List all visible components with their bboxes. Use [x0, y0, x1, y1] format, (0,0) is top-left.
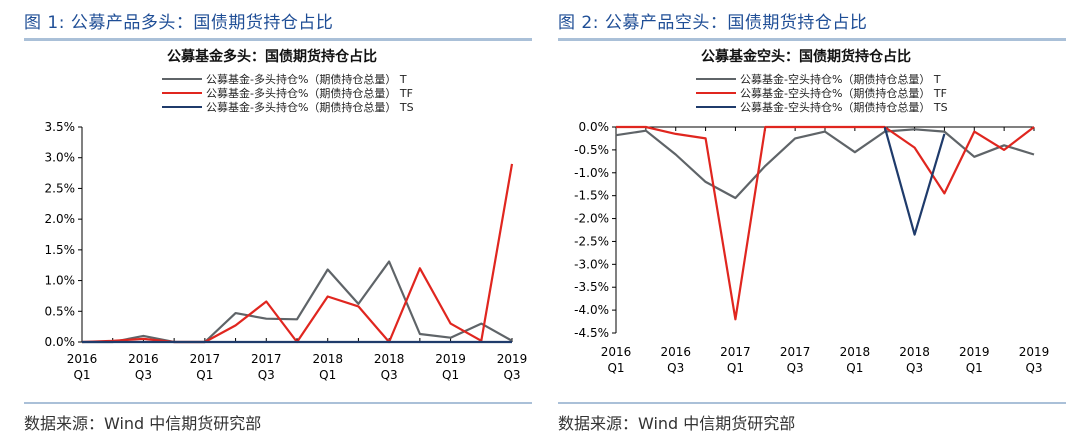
x-tick-label: 2018 — [840, 345, 871, 359]
x-tick-label: 2016 — [67, 352, 98, 366]
y-tick-label: -2.0% — [574, 212, 609, 226]
x-tick-label: Q3 — [667, 361, 684, 375]
x-tick-label: 2019 — [1019, 345, 1050, 359]
y-tick-label: 3.0% — [45, 151, 76, 165]
x-tick-label: Q1 — [727, 361, 744, 375]
figure-1-source-rule — [24, 402, 532, 404]
x-tick-label: 2017 — [720, 345, 751, 359]
x-tick-label: Q3 — [503, 368, 520, 382]
legend-entry: 公募基金-多头持仓%（期债持仓总量） T — [206, 72, 407, 86]
series-line — [616, 125, 1035, 321]
x-tick-label: 2016 — [660, 345, 691, 359]
figure-2-source: 数据来源：Wind 中信期货研究部 — [558, 414, 796, 433]
y-tick-label: -1.5% — [574, 189, 609, 203]
figure-1-source: 数据来源：Wind 中信期货研究部 — [24, 414, 262, 433]
series-line — [82, 260, 513, 344]
y-tick-label: 0.0% — [579, 120, 610, 134]
series-line — [81, 163, 514, 344]
y-tick-label: -1.0% — [574, 166, 609, 180]
y-tick-label: -4.0% — [574, 303, 609, 317]
legend-entry: 公募基金-空头持仓%（期债持仓总量） T — [740, 72, 941, 86]
y-tick-label: -0.5% — [574, 143, 609, 157]
x-tick-label: 2019 — [435, 352, 466, 366]
x-tick-label: 2018 — [312, 352, 343, 366]
x-tick-label: Q1 — [607, 361, 624, 375]
x-tick-label: 2016 — [128, 352, 159, 366]
y-tick-label: 2.5% — [45, 181, 76, 195]
x-tick-label: Q1 — [966, 361, 983, 375]
x-tick-label: 2017 — [780, 345, 811, 359]
x-tick-label: Q3 — [787, 361, 804, 375]
series-line — [615, 128, 1035, 200]
series-line — [883, 126, 946, 236]
x-tick-label: Q1 — [196, 368, 213, 382]
figure-2-label: 图 2: 公募产品空头：国债期货持仓占比 — [558, 13, 868, 33]
figure-2-title-rule — [558, 38, 1066, 41]
y-tick-label: 1.5% — [45, 243, 76, 257]
x-tick-label: Q3 — [381, 368, 398, 382]
x-tick-label: 2019 — [959, 345, 990, 359]
legend-entry: 公募基金-空头持仓%（期债持仓总量） TF — [740, 86, 947, 100]
figure-2-panel: 图 2: 公募产品空头：国债期货持仓占比 公募基金空头：国债期货持仓占比公募基金… — [546, 0, 1066, 445]
chart-title: 公募基金空头：国债期货持仓占比 — [701, 48, 911, 65]
x-tick-label: Q1 — [73, 368, 90, 382]
x-tick-label: Q1 — [319, 368, 336, 382]
x-tick-label: 2018 — [374, 352, 405, 366]
x-tick-label: Q3 — [906, 361, 923, 375]
y-tick-label: -3.5% — [574, 280, 609, 294]
y-tick-label: -3.0% — [574, 257, 609, 271]
y-tick-label: -2.5% — [574, 234, 609, 248]
figure-2-source-rule — [558, 402, 1066, 404]
x-tick-label: Q3 — [258, 368, 275, 382]
chart-title: 公募基金多头：国债期货持仓占比 — [167, 48, 377, 65]
x-tick-label: 2017 — [190, 352, 221, 366]
y-tick-label: 3.5% — [45, 120, 76, 134]
y-tick-label: 2.0% — [45, 212, 76, 226]
x-tick-label: 2016 — [601, 345, 632, 359]
x-tick-label: Q3 — [1025, 361, 1042, 375]
x-tick-label: Q1 — [442, 368, 459, 382]
y-tick-label: 0.0% — [45, 335, 76, 349]
figure-1-title-rule — [24, 38, 532, 41]
x-tick-label: Q1 — [846, 361, 863, 375]
figure-1-panel: 图 1: 公募产品多头：国债期货持仓占比 公募基金多头：国债期货持仓占比公募基金… — [12, 0, 532, 445]
y-tick-label: -4.5% — [574, 326, 609, 340]
figure-1-label: 图 1: 公募产品多头：国债期货持仓占比 — [24, 13, 334, 33]
x-tick-label: 2018 — [899, 345, 930, 359]
x-tick-label: 2017 — [251, 352, 282, 366]
legend-entry: 公募基金-多头持仓%（期债持仓总量） TF — [206, 86, 413, 100]
x-tick-label: 2019 — [497, 352, 528, 366]
y-tick-label: 0.5% — [45, 304, 76, 318]
x-tick-label: Q3 — [135, 368, 152, 382]
legend-entry: 公募基金-空头持仓%（期债持仓总量） TS — [740, 100, 948, 114]
legend-entry: 公募基金-多头持仓%（期债持仓总量） TS — [206, 100, 414, 114]
y-tick-label: 1.0% — [45, 274, 76, 288]
